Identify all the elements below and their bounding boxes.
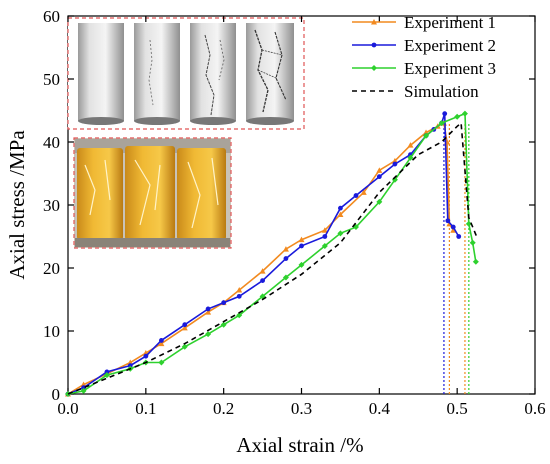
data-point	[182, 322, 188, 328]
data-point	[353, 193, 359, 198]
data-point	[236, 293, 242, 299]
data-point	[236, 312, 243, 319]
x-tick-label: 0.2	[213, 399, 234, 418]
series-layer	[65, 110, 479, 397]
data-point	[80, 387, 87, 394]
legend-item: Experiment 1	[352, 13, 496, 32]
y-tick-label: 50	[43, 70, 60, 89]
data-point	[80, 381, 87, 388]
data-point	[127, 359, 134, 365]
x-tick-label: 0.6	[524, 399, 545, 418]
data-point	[181, 324, 188, 331]
data-point	[456, 234, 462, 239]
simulated-cylinder-icon	[246, 23, 294, 125]
data-point	[423, 132, 430, 139]
y-tick-label: 30	[43, 196, 60, 215]
y-tick-label: 20	[43, 259, 60, 278]
data-point	[259, 268, 266, 274]
legend-item: Experiment 2	[352, 36, 496, 55]
legend-label: Experiment 1	[404, 13, 496, 32]
data-point	[181, 343, 188, 350]
y-tick-label: 60	[43, 7, 60, 26]
data-point	[159, 338, 164, 343]
data-point	[392, 161, 398, 167]
x-axis-title: Axial strain /%	[236, 433, 363, 457]
legend-label: Experiment 3	[404, 59, 496, 78]
data-point	[283, 256, 289, 261]
data-point	[407, 142, 414, 148]
x-tick-label: 0.0	[57, 399, 78, 418]
data-point	[338, 205, 343, 211]
data-point	[376, 174, 382, 180]
data-point	[445, 218, 451, 224]
simulated-cylinder-icon	[134, 23, 180, 125]
data-point	[376, 167, 383, 173]
data-point	[371, 19, 377, 25]
yellow-specimen-icon	[125, 146, 175, 240]
data-point	[104, 369, 110, 375]
data-point	[236, 287, 243, 293]
x-tick-label: 0.4	[369, 399, 391, 418]
data-point	[450, 227, 457, 233]
data-point	[407, 154, 414, 161]
x-tick-label: 0.1	[135, 399, 156, 418]
data-point	[371, 65, 377, 71]
data-point	[472, 258, 479, 265]
data-point	[469, 239, 476, 246]
specimen-photo-inset	[73, 137, 232, 249]
data-point	[282, 246, 289, 252]
yellow-specimen-icon	[77, 148, 123, 240]
data-point	[442, 111, 448, 117]
data-point	[205, 309, 212, 315]
data-point	[371, 42, 377, 48]
y-tick-label: 10	[43, 322, 60, 341]
data-point	[450, 224, 456, 230]
data-point	[465, 220, 472, 227]
legend-item: Simulation	[352, 82, 479, 101]
data-point	[143, 353, 149, 359]
data-point	[321, 242, 328, 249]
legend-item: Experiment 3	[352, 59, 496, 78]
y-tick-label: 0	[52, 385, 61, 404]
yellow-specimen-icon	[177, 148, 226, 240]
data-point	[337, 230, 344, 237]
data-point	[454, 113, 461, 120]
data-point	[298, 236, 305, 243]
legend: Experiment 1 Experiment 2 Experiment 3 Simu…	[352, 13, 496, 101]
data-point	[360, 189, 367, 195]
simulation-crack-inset	[67, 17, 305, 130]
data-point	[158, 359, 165, 366]
data-point	[205, 306, 211, 312]
data-point	[376, 198, 383, 205]
data-point	[391, 157, 398, 164]
y-axis-title: Axial stress /MPa	[5, 130, 29, 280]
data-point	[282, 274, 289, 281]
y-axis: 0 10 20 30 40 50 60	[43, 7, 535, 404]
series-experiment-3	[65, 110, 479, 397]
x-axis: 0.0 0.1 0.2 0.3 0.4 0.5 0.6	[57, 16, 546, 418]
data-point	[220, 321, 227, 328]
data-point	[461, 110, 468, 117]
data-point	[438, 120, 445, 127]
data-point	[205, 331, 212, 338]
data-point	[103, 372, 110, 379]
x-tick-label: 0.3	[291, 399, 312, 418]
data-point	[299, 243, 304, 249]
data-point	[260, 278, 265, 283]
data-point	[322, 234, 328, 239]
data-point	[298, 261, 305, 268]
reference-lines	[443, 123, 470, 394]
simulated-cylinder-icon	[190, 23, 236, 125]
legend-label: Experiment 2	[404, 36, 496, 55]
data-point	[321, 227, 328, 233]
simulated-cylinder-icon	[78, 23, 124, 125]
data-point	[221, 300, 227, 306]
data-point	[158, 340, 165, 347]
data-point	[337, 211, 344, 217]
x-tick-label: 0.5	[447, 399, 468, 418]
data-point	[127, 363, 133, 369]
y-tick-label: 40	[43, 133, 60, 152]
legend-label: Simulation	[404, 82, 479, 101]
